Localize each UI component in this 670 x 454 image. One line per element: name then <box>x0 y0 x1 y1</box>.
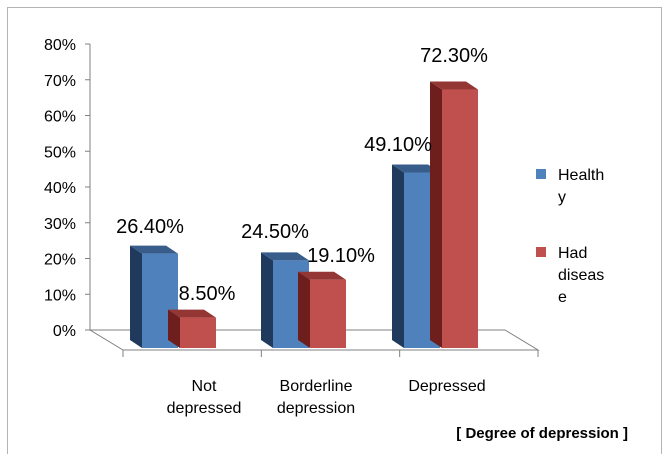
bar-side-face <box>392 164 404 348</box>
chart-frame <box>7 7 662 454</box>
bar-top-face <box>430 81 478 90</box>
data-label-series1-1: 26.40% <box>116 216 184 238</box>
bar-front-face <box>180 317 216 348</box>
bar-side-face <box>261 252 273 348</box>
bar-side-face <box>430 81 442 348</box>
y-tick-label: 60% <box>44 109 76 126</box>
data-label-series2-2: 19.10% <box>307 245 375 267</box>
y-tick-label: 30% <box>44 216 76 233</box>
legend-swatch <box>536 247 546 257</box>
legend-label: Had diseas e <box>558 245 604 306</box>
x-axis-categories: Not depressed Borderline depression Depresse… <box>167 378 486 417</box>
legend: Health y Had diseas e <box>536 167 604 306</box>
data-label-series1-3: 49.10% <box>364 134 432 156</box>
y-tick-label: 80% <box>44 37 76 54</box>
legend-item-series2: Had diseas e <box>536 245 604 306</box>
bar-series2-1 <box>168 309 216 348</box>
bar-side-face <box>168 309 180 348</box>
y-axis: 0% 10% 20% 30% 40% 50% 60% 70% 80% <box>44 37 539 357</box>
bar-side-face <box>130 245 142 348</box>
y-tick-label: 20% <box>44 252 76 269</box>
bar-top-face <box>130 245 178 254</box>
bar-front-face <box>442 89 478 348</box>
legend-swatch <box>536 169 546 179</box>
bar-series2-2 <box>298 271 346 348</box>
category-label-1: Not depressed <box>167 378 242 417</box>
data-labels: 26.40% 24.50% 49.10% 8.50% 19.10% 72.30% <box>116 45 488 305</box>
bars <box>130 81 478 348</box>
bar-side-face <box>298 271 310 348</box>
x-axis-title: [ Degree of depression ] <box>456 425 628 442</box>
bar-top-face <box>298 271 346 280</box>
data-label-series2-1: 8.50% <box>179 283 236 305</box>
y-tick-label: 10% <box>44 287 76 304</box>
data-label-series1-2: 24.50% <box>241 221 309 243</box>
category-label-3: Depressed <box>408 378 485 395</box>
bar-front-face <box>310 279 346 348</box>
y-tick-label: 40% <box>44 180 76 197</box>
bar-series2-3 <box>430 81 478 348</box>
bar-top-face <box>261 252 309 261</box>
y-tick-label: 50% <box>44 144 76 161</box>
bar-top-face <box>168 309 216 318</box>
y-tick-label: 70% <box>44 73 76 90</box>
legend-item-series1: Health y <box>536 167 604 206</box>
bar-top-face <box>392 164 440 173</box>
legend-label: Health y <box>558 167 604 206</box>
data-label-series2-3: 72.30% <box>420 45 488 67</box>
category-label-2: Borderline depression <box>277 378 355 417</box>
y-tick-label: 0% <box>53 323 76 340</box>
